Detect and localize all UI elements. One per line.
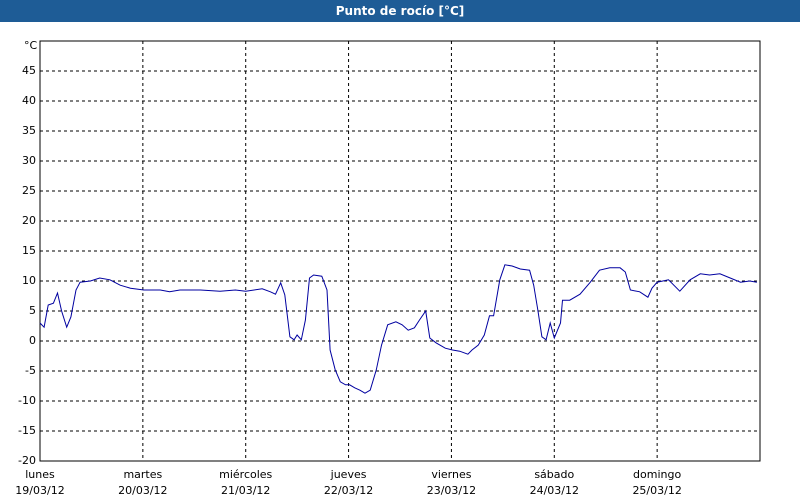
y-tick-label: 45: [22, 64, 36, 77]
y-tick-label: 5: [29, 304, 36, 317]
x-tick-date: 24/03/12: [530, 484, 579, 497]
y-tick-label: -20: [18, 454, 36, 467]
x-tick-date: 20/03/12: [118, 484, 167, 497]
x-tick-date: 19/03/12: [15, 484, 64, 497]
y-tick-label: 40: [22, 94, 36, 107]
x-tick-label: jueves: [330, 468, 367, 481]
y-tick-label: -15: [18, 424, 36, 437]
x-tick-date: 25/03/12: [632, 484, 681, 497]
x-tick-date: 21/03/12: [221, 484, 270, 497]
plot-border: [39, 40, 761, 462]
data-line: [39, 264, 757, 394]
chart-title: Punto de rocío [°C]: [0, 0, 800, 22]
y-tick-label: -5: [25, 364, 36, 377]
y-unit: °C: [24, 39, 38, 52]
y-tick-label: 10: [22, 274, 36, 287]
y-tick-label: -10: [18, 394, 36, 407]
x-tick-date: 23/03/12: [427, 484, 476, 497]
y-tick-label: 25: [22, 184, 36, 197]
x-tick-label: viernes: [431, 468, 471, 481]
x-tick-label: sábado: [534, 468, 574, 481]
y-tick-label: 35: [22, 124, 36, 137]
x-tick-label: domingo: [633, 468, 681, 481]
x-tick-label: martes: [123, 468, 162, 481]
y-tick-label: 30: [22, 154, 36, 167]
x-tick-label: lunes: [25, 468, 55, 481]
x-tick-label: miércoles: [219, 468, 272, 481]
y-tick-label: 15: [22, 244, 36, 257]
x-tick-date: 22/03/12: [324, 484, 373, 497]
y-tick-label: 0: [29, 334, 36, 347]
y-tick-label: 20: [22, 214, 36, 227]
